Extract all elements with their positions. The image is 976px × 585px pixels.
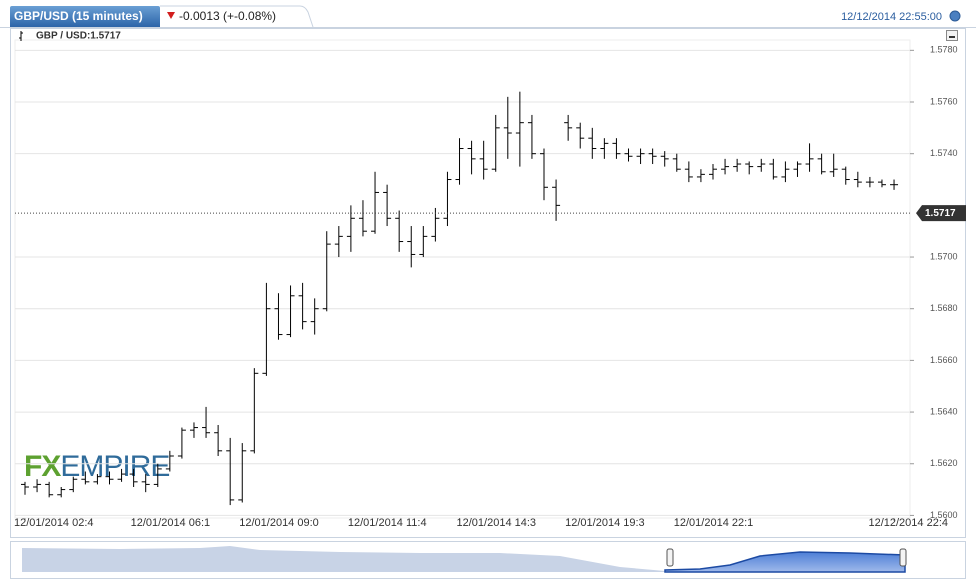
navigator-area bbox=[22, 546, 665, 572]
y-tick-label: 1.5600 bbox=[930, 510, 958, 520]
navigator-handle-right[interactable] bbox=[899, 548, 907, 567]
legend-text: GBP / USD:1.5717 bbox=[36, 31, 121, 42]
y-tick-label: 1.5780 bbox=[930, 45, 958, 55]
down-arrow bbox=[167, 12, 175, 19]
minimize-button[interactable] bbox=[946, 30, 958, 41]
x-tick-label: 12/01/2014 11:4 bbox=[348, 517, 427, 529]
timestamp: 12/12/2014 22:55:00 bbox=[841, 11, 942, 23]
bars-layer bbox=[21, 91, 899, 506]
title-tab[interactable] bbox=[10, 6, 160, 27]
tab-outline bbox=[160, 5, 314, 28]
header-bar bbox=[0, 0, 976, 28]
y-tick-label: 1.5640 bbox=[930, 406, 958, 416]
change-text: -0.0013 (+-0.08%) bbox=[179, 9, 276, 23]
settings-button[interactable] bbox=[949, 10, 961, 22]
y-tick-label: 1.5680 bbox=[930, 303, 958, 313]
x-tick-label: 12/12/2014 22:4 bbox=[868, 517, 948, 529]
watermark: FXEMPIRE bbox=[24, 450, 169, 483]
axis-layer: 1.5600 1.5620 1.5640 1.5660 1.5680 1.5700 1.57… bbox=[14, 45, 966, 529]
y-tick-label: 1.5620 bbox=[930, 458, 958, 468]
grid-layer bbox=[15, 49, 910, 516]
y-tick-label: 1.5740 bbox=[930, 148, 958, 158]
last-value-badge bbox=[916, 205, 966, 222]
x-tick-label: 12/01/2014 02:4 bbox=[14, 517, 94, 529]
y-tick-label: 1.5700 bbox=[930, 251, 958, 261]
x-tick-label: 12/01/2014 14:3 bbox=[457, 517, 537, 529]
last-value-label: 1.5717 bbox=[925, 208, 956, 219]
x-tick-label: 12/01/2014 19:3 bbox=[565, 517, 645, 529]
y-tick-label: 1.5660 bbox=[930, 355, 958, 365]
navigator-handle-left[interactable] bbox=[666, 548, 674, 567]
plot-area bbox=[14, 39, 911, 519]
watermark-empire: EMPIRE bbox=[60, 450, 169, 483]
x-tick-label: 12/01/2014 06:1 bbox=[131, 517, 211, 529]
chart-title: GBP/USD (15 minutes) bbox=[14, 9, 143, 23]
y-tick-label: 1.5760 bbox=[930, 96, 958, 106]
watermark-fx: FX bbox=[24, 450, 61, 483]
x-tick-label: 12/01/2014 09:0 bbox=[239, 517, 319, 529]
x-tick-label: 12/01/2014 22:1 bbox=[674, 517, 754, 529]
